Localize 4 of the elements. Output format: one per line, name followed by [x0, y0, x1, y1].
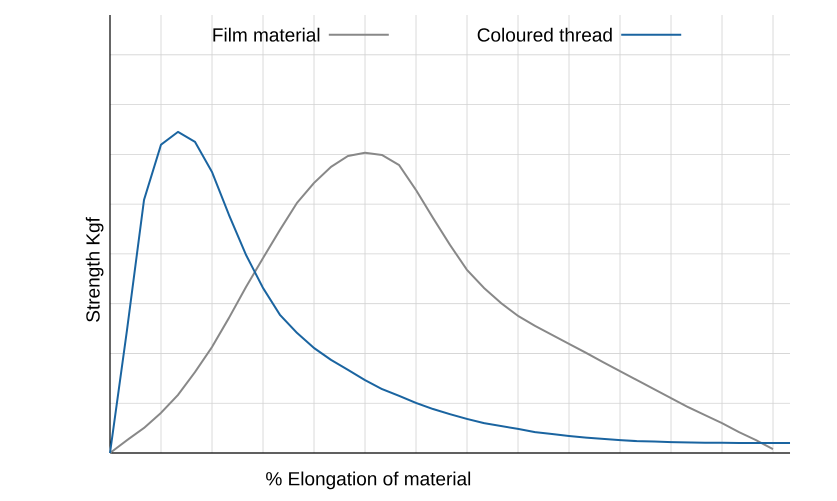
legend-label: Film material [213, 28, 320, 42]
legend-label: Coloured thread [478, 28, 612, 42]
x-axis-title: % Elongation of material [266, 472, 470, 490]
y-axis-title: Strength Kgf [86, 217, 104, 322]
